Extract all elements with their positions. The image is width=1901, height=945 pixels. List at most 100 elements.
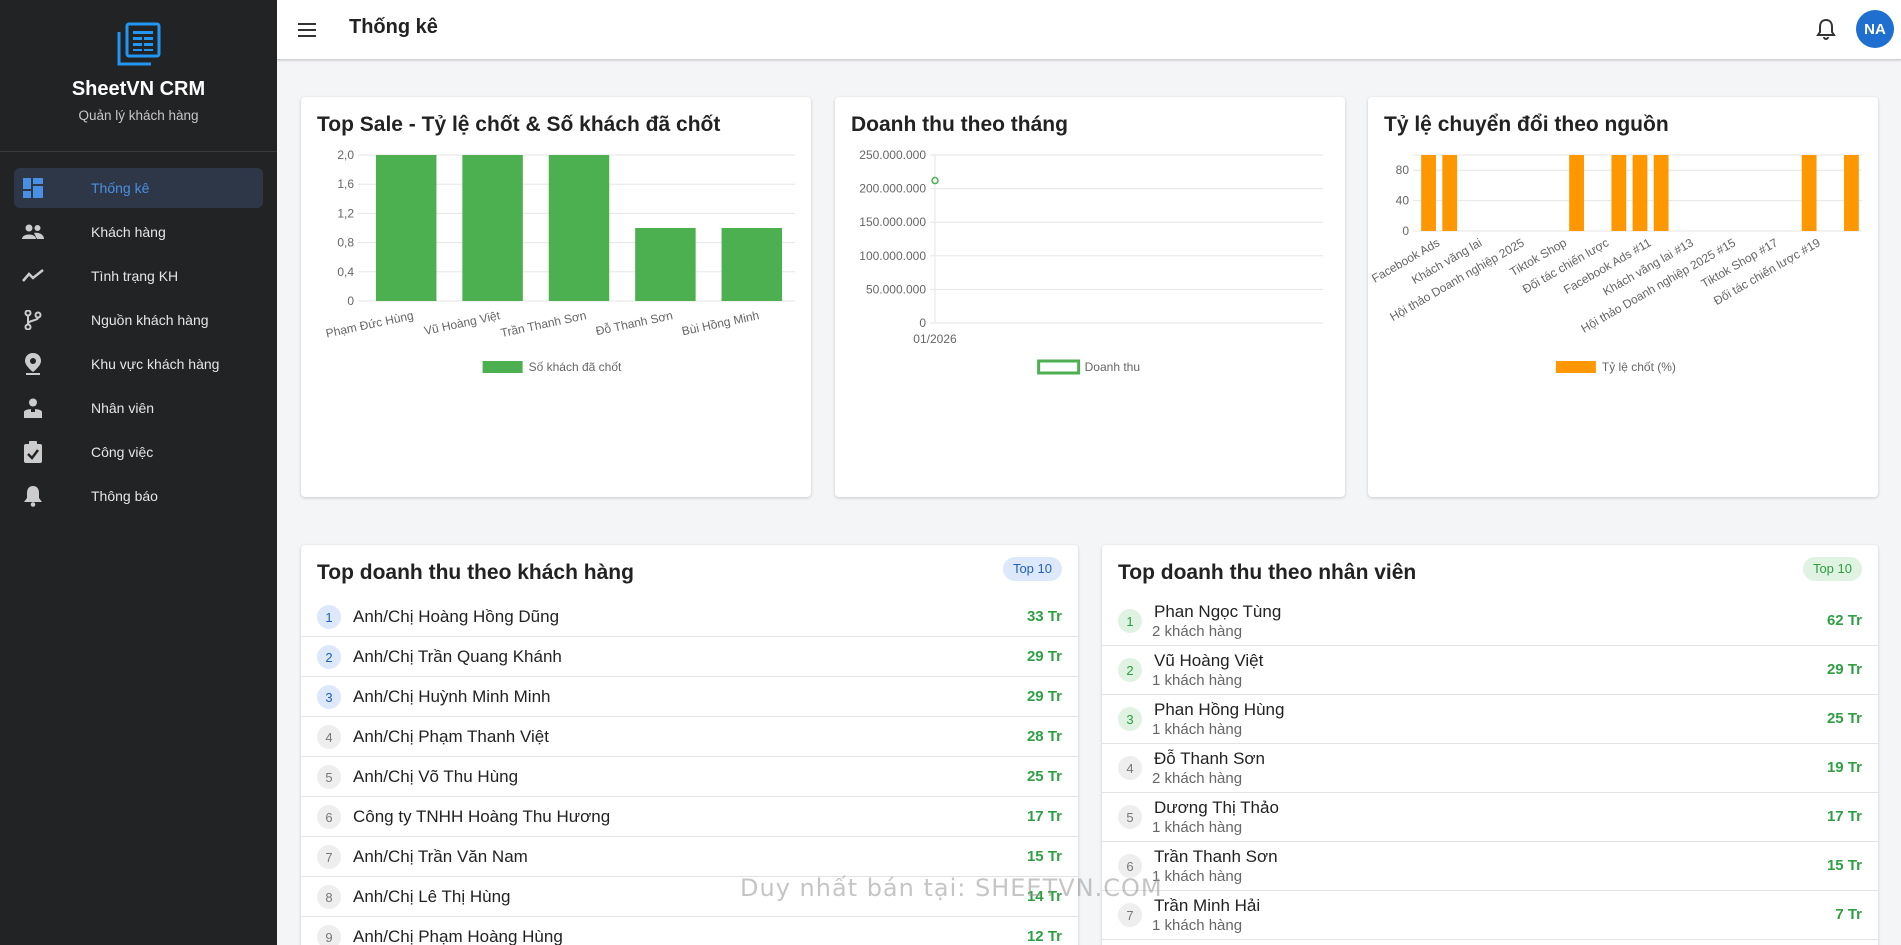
hamburger-menu-icon[interactable]: [294, 17, 320, 43]
staff-name: Trần Minh Hải: [1154, 896, 1261, 915]
revenue-amount: 33 Tr: [1026, 608, 1062, 625]
sidebar-item-khach-hang[interactable]: Khách hàng: [14, 212, 263, 252]
rank-badge: 9: [317, 925, 341, 945]
rank-badge: 3: [317, 685, 341, 709]
spreadsheet-logo-icon: [117, 22, 160, 66]
bar: [721, 228, 783, 301]
customer-count: 1 khách hàng: [1152, 868, 1243, 885]
customer-count: 1 khách hàng: [1152, 917, 1243, 934]
list-item[interactable]: 7 Anh/Chị Trần Văn Nam 15 Tr: [301, 837, 1078, 877]
staff-name: Phan Hồng Hùng: [1154, 700, 1285, 719]
top-staff-list: 1 Phan Ngọc Tùng 2 khách hàng 62 Tr 2 Vũ Hoàn…: [1102, 597, 1878, 940]
staff-name: Dương Thị Thảo: [1154, 798, 1279, 817]
staff-name: Vũ Hoàng Việt: [1154, 651, 1264, 670]
list-item[interactable]: 1 Anh/Chị Hoàng Hồng Dũng 33 Tr: [301, 597, 1078, 637]
customer-count: 1 khách hàng: [1152, 672, 1243, 689]
revenue-amount: 7 Tr: [1835, 906, 1862, 923]
rank-badge: 2: [1118, 658, 1142, 682]
sidebar-item-label: Công việc: [91, 444, 154, 460]
sidebar-item-khu-vuc[interactable]: Khu vực khách hàng: [14, 344, 263, 384]
revenue-month-card: Doanh thu theo tháng 0 50.000.000 100.000.…: [835, 97, 1345, 497]
list-item[interactable]: 3 Phan Hồng Hùng 1 khách hàng 25 Tr: [1102, 695, 1878, 744]
list-item[interactable]: 6 Công ty TNHH Hoàng Thu Hương 17 Tr: [301, 797, 1078, 837]
customer-name: Công ty TNHH Hoàng Thu Hương: [353, 807, 611, 826]
list-item[interactable]: 8 Anh/Chị Lê Thị Hùng 14 Tr: [301, 877, 1078, 917]
x-tick-label: Trần Thanh Sơn: [499, 308, 587, 340]
y-tick-label: 40: [1396, 194, 1410, 208]
revenue-month-chart: 0 50.000.000 100.000.000 150.000.000 200.000…: [859, 148, 1323, 375]
sidebar-item-label: Tình trạng KH: [91, 268, 179, 284]
watermark: Duy nhất bán tại: SHEETVN.COM: [740, 874, 1163, 902]
customer-name: Anh/Chị Trần Quang Khánh: [353, 647, 562, 666]
legend-swatch: [482, 361, 523, 373]
list-item[interactable]: 6 Trần Thanh Sơn 1 khách hàng 15 Tr: [1102, 842, 1878, 891]
user-avatar[interactable]: NA: [1856, 10, 1894, 48]
y-tick-label: 0: [1402, 224, 1409, 238]
bar: [1653, 155, 1669, 231]
y-tick-label: 1,6: [337, 177, 354, 191]
customer-name: Anh/Chị Huỳnh Minh Minh: [353, 687, 551, 706]
bar: [1801, 155, 1817, 231]
sidebar-item-nhan-vien[interactable]: Nhân viên: [14, 388, 263, 428]
rank-badge: 7: [1118, 903, 1142, 927]
list-item[interactable]: 7 Trần Minh Hải 1 khách hàng 7 Tr: [1102, 891, 1878, 940]
app-subtitle: Quản lý khách hàng: [78, 108, 199, 123]
top-staff-card: Top doanh thu theo nhân viên Top 10 1 Pha…: [1102, 545, 1878, 945]
customer-name: Anh/Chị Võ Thu Hùng: [353, 767, 519, 786]
list-item[interactable]: 2 Anh/Chị Trần Quang Khánh 29 Tr: [301, 637, 1078, 677]
dashboard-icon: [22, 177, 44, 199]
app-name: SheetVN CRM: [71, 78, 206, 100]
card-title: Doanh thu theo tháng: [851, 113, 1068, 136]
y-tick-label: 1,2: [337, 206, 354, 220]
customer-name: Anh/Chị Lê Thị Hùng: [353, 887, 511, 906]
rank-badge: 1: [317, 605, 341, 629]
sidebar: SheetVN CRM Quản lý khách hàng Thống kê …: [0, 0, 277, 945]
y-tick-label: 0,4: [337, 265, 354, 279]
bar: [1569, 155, 1584, 231]
card-title: Top Sale - Tỷ lệ chốt & Số khách đã chốt: [317, 113, 721, 136]
top-customers-badge: Top 10: [1002, 557, 1062, 581]
sidebar-item-tinh-trang[interactable]: Tình trạng KH: [14, 256, 263, 296]
revenue-amount: 29 Tr: [1026, 648, 1062, 665]
list-item[interactable]: 5 Dương Thị Thảo 1 khách hàng 17 Tr: [1102, 793, 1878, 842]
topbar: Thống kê NA: [277, 0, 1901, 60]
legend-swatch: [1037, 359, 1081, 375]
y-tick-label: 80: [1396, 163, 1410, 177]
sidebar-item-label: Nhân viên: [91, 400, 155, 416]
list-item[interactable]: 3 Anh/Chị Huỳnh Minh Minh 29 Tr: [301, 677, 1078, 717]
notification-bell-icon[interactable]: [1813, 16, 1839, 42]
list-item[interactable]: 5 Anh/Chị Võ Thu Hùng 25 Tr: [301, 757, 1078, 797]
sidebar-item-thong-ke[interactable]: Thống kê: [14, 168, 263, 208]
list-item[interactable]: 1 Phan Ngọc Tùng 2 khách hàng 62 Tr: [1102, 597, 1878, 646]
list-item[interactable]: 4 Đỗ Thanh Sơn 2 khách hàng 19 Tr: [1102, 744, 1878, 793]
list-item[interactable]: 2 Vũ Hoàng Việt 1 khách hàng 29 Tr: [1102, 646, 1878, 695]
revenue-amount: 29 Tr: [1826, 661, 1862, 678]
sidebar-item-nguon[interactable]: Nguồn khách hàng: [14, 300, 263, 340]
location-pin-icon: [22, 353, 44, 375]
rank-badge: 5: [1118, 805, 1142, 829]
bar: [1844, 155, 1859, 231]
customer-count: 2 khách hàng: [1152, 770, 1243, 787]
staff-name: Đỗ Thanh Sơn: [1154, 749, 1266, 768]
top-customers-card: Top doanh thu theo khách hàng Top 10 1 An…: [301, 545, 1078, 945]
bar: [1442, 155, 1458, 231]
sidebar-item-label: Thông báo: [91, 488, 158, 504]
bar: [1421, 155, 1436, 231]
revenue-amount: 62 Tr: [1826, 612, 1862, 629]
revenue-amount: 17 Tr: [1026, 808, 1062, 825]
customer-count: 1 khách hàng: [1152, 819, 1243, 836]
list-item[interactable]: 9 Anh/Chị Phạm Hoàng Hùng 12 Tr: [301, 917, 1078, 945]
revenue-amount: 25 Tr: [1826, 710, 1862, 727]
revenue-amount: 12 Tr: [1026, 928, 1062, 945]
rank-badge: 4: [1118, 756, 1142, 780]
customer-count: 1 khách hàng: [1152, 721, 1243, 738]
sidebar-item-label: Khu vực khách hàng: [91, 356, 220, 372]
sidebar-item-label: Khách hàng: [91, 224, 166, 240]
sidebar-item-cong-viec[interactable]: Công việc: [14, 432, 263, 472]
y-tick-label: 0: [347, 294, 354, 308]
rank-badge: 6: [317, 805, 341, 829]
list-item[interactable]: 4 Anh/Chị Phạm Thanh Việt 28 Tr: [301, 717, 1078, 757]
staff-name: Phan Ngọc Tùng: [1154, 602, 1282, 621]
sidebar-item-thong-bao[interactable]: Thông báo: [14, 476, 263, 516]
